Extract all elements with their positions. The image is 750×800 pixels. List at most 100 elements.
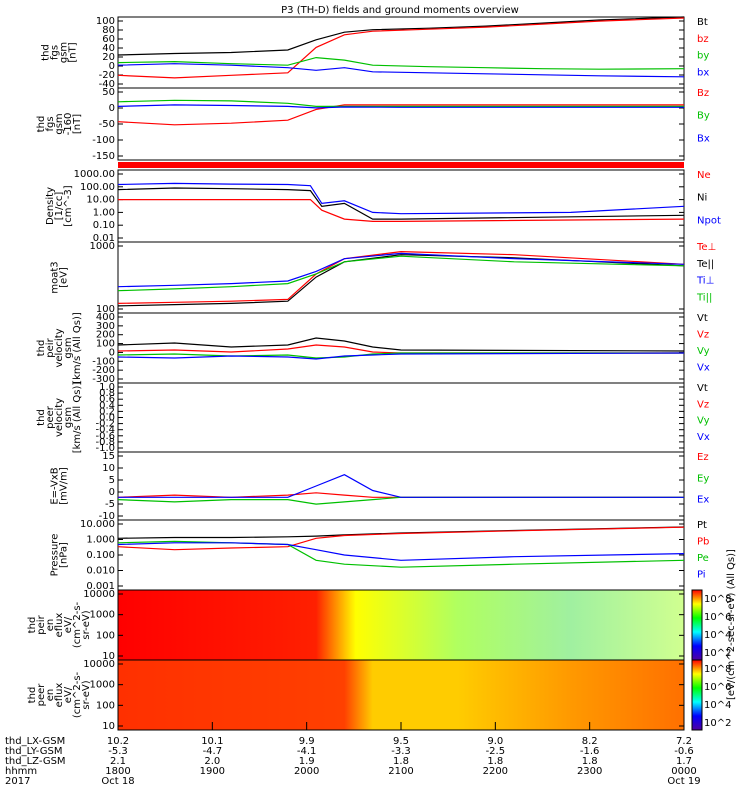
y-axis-label: en: [45, 689, 56, 702]
y-tick-label: 60: [102, 34, 115, 45]
y-tick-label: 0.01: [93, 233, 115, 244]
y-tick-label: 1000: [90, 610, 115, 621]
legend-label: Vz: [697, 330, 709, 341]
x-tick-label: -2.5: [486, 746, 506, 757]
y-tick-label: 40: [102, 43, 115, 54]
colorbar-tick-label: 10^8: [704, 664, 731, 675]
x-tick-label: 1.8: [582, 756, 598, 767]
y-tick-label: 5: [109, 475, 115, 486]
series-line-Bx: [117, 104, 684, 109]
x-tick-label: 1.9: [299, 756, 315, 767]
x-tick-label: 10.1: [201, 736, 223, 747]
y-tick-label: 10: [102, 651, 115, 662]
y-tick-label: 1000: [90, 680, 115, 691]
x-axis-row-label: hhmm: [5, 766, 37, 777]
y-axis-label: gsm: [63, 407, 74, 428]
y-tick-label: 0: [109, 347, 115, 358]
y-tick-label: 400: [96, 312, 115, 323]
y-axis-label: (cm^2-s-: [72, 671, 83, 718]
x-tick-label: 1.8: [393, 756, 409, 767]
y-axis-label: sr-eV): [81, 610, 92, 639]
y-tick-label: 0.100: [86, 550, 115, 561]
y-axis-label: eV/: [63, 616, 74, 633]
panel-frame: [117, 169, 685, 243]
x-tick-label: Oct 18: [101, 776, 134, 787]
series-line-Pb: [117, 526, 685, 551]
x-tick-label: 2200: [483, 766, 508, 777]
legend-label: Pb: [697, 537, 709, 548]
y-tick-label: 100: [96, 700, 115, 711]
x-tick-label: 2000: [294, 766, 319, 777]
legend-label: Ti⊥: [696, 276, 714, 287]
y-tick-label: 0.001: [86, 581, 115, 592]
x-tick-label: -3.3: [391, 746, 411, 757]
y-axis-label: gsm: [59, 42, 70, 63]
legend-label: Vz: [697, 399, 709, 410]
y-tick-label: 1000.00: [74, 169, 115, 180]
y-axis-label: [km/s (All Qs)]: [72, 382, 83, 454]
y-tick-label: 10.00: [86, 195, 115, 206]
y-axis-label: en: [45, 619, 56, 632]
x-tick-label: 1800: [105, 766, 130, 777]
x-tick-label: 10.2: [107, 736, 129, 747]
y-tick-label: 0.4: [99, 400, 115, 411]
y-tick-label: 100: [96, 16, 115, 27]
panel-frame: [117, 382, 685, 453]
legend-label: Npot: [697, 215, 721, 226]
y-tick-label: 100: [96, 339, 115, 350]
legend-label: Pe: [697, 553, 709, 564]
legend-label: Bx: [697, 133, 710, 144]
series-line-Ez: [117, 492, 684, 498]
y-tick-label: 0.0: [99, 413, 115, 424]
x-tick-label: -4.1: [297, 746, 317, 757]
x-tick-label: 2.1: [110, 756, 126, 767]
y-tick-label: -20: [99, 70, 115, 81]
legend-label: Vy: [697, 416, 710, 427]
series-line-Bz: [117, 104, 684, 126]
legend-label: Ex: [697, 495, 709, 506]
y-tick-label: -1.0: [95, 443, 115, 454]
y-tick-label: -40: [99, 79, 115, 90]
legend-label: Vx: [697, 363, 710, 374]
y-axis-label: eflux: [54, 613, 65, 638]
y-axis-label: [cm^-3]: [63, 185, 74, 226]
y-axis-label: thd: [36, 340, 47, 357]
legend-label: Te⊥: [696, 242, 716, 253]
y-tick-label: 1.00: [93, 207, 115, 218]
x-tick-label: 2100: [388, 766, 413, 777]
colorbar-tick-label: 10^4: [704, 630, 731, 641]
panel-frame: [117, 312, 685, 384]
x-axis-row-label: thd_LZ-GSM: [5, 756, 66, 767]
y-tick-label: 1000: [90, 241, 115, 252]
y-axis-label: peer: [36, 683, 47, 707]
legend-label: Pt: [697, 520, 707, 531]
legend-label: Bz: [697, 88, 709, 99]
legend-label: bz: [697, 34, 709, 45]
x-tick-label: 8.2: [582, 736, 598, 747]
legend-label: By: [697, 111, 710, 122]
panel-6: 1.00.80.60.40.20.0-0.2-0.4-0.6-0.8-1.0 th…: [36, 382, 710, 454]
series-line-Ti||: [117, 255, 685, 292]
y-tick-label: -0.4: [95, 425, 115, 436]
colorbar-tick-label: 10^6: [704, 682, 731, 693]
x-tick-label: 7.2: [676, 736, 692, 747]
y-axis-label: [mV/m]: [59, 467, 70, 505]
y-axis-label: [km/s (All Qs)]: [72, 312, 83, 384]
y-axis-label: Density: [45, 187, 56, 225]
colorbar-tick-label: 10^6: [704, 612, 731, 623]
colorbar: [691, 659, 703, 731]
y-axis-label: eV/: [63, 686, 74, 703]
legend-label: Ni: [697, 193, 707, 204]
y-axis-label: thd: [27, 617, 38, 634]
x-tick-label: 1900: [200, 766, 225, 777]
y-axis-label: gsm: [63, 337, 74, 358]
panel-4: 1000 100 moat3[eV] Te⊥ Te|| Ti⊥ Ti||: [50, 241, 717, 315]
quality-flag-bar: [118, 162, 684, 168]
y-tick-label: 0: [109, 61, 115, 72]
series-line-bz: [117, 17, 685, 79]
y-tick-label: 200: [96, 330, 115, 341]
